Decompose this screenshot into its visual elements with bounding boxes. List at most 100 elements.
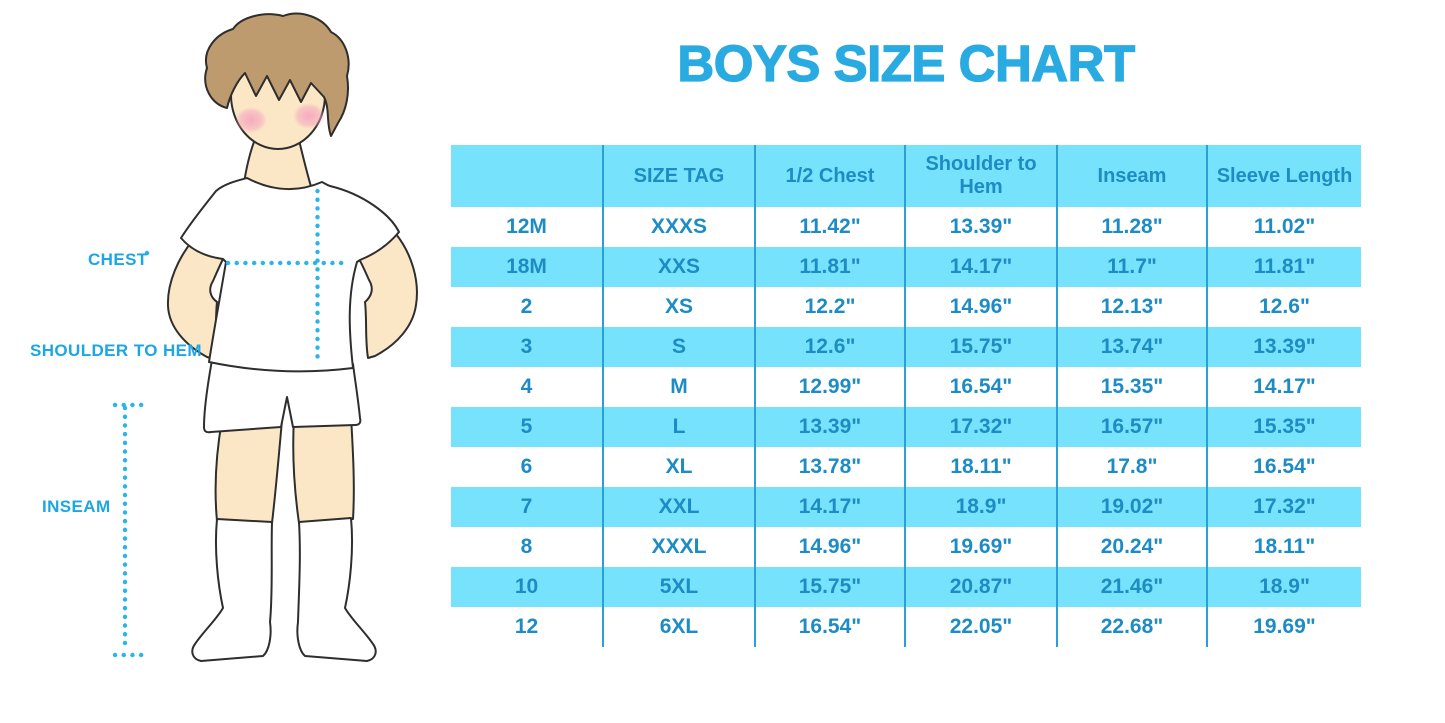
right-arm (358, 233, 418, 359)
size-table-header-row: SIZE TAG 1/2 Chest Shoulder to Hem Inseam Sl… (451, 145, 1361, 207)
boy-body (166, 12, 418, 662)
shorts (203, 359, 362, 434)
table-row: 8 XXXL 14.96" 19.69" 20.24" 18.11" (451, 527, 1361, 567)
table-cell: 18.9" (1206, 567, 1361, 607)
table-cell: 14.17" (754, 487, 905, 527)
table-row: 7 XXL 14.17" 18.9" 19.02" 17.32" (451, 487, 1361, 527)
table-cell: 16.54" (904, 367, 1057, 407)
table-cell: 5 (520, 415, 533, 438)
column-header: Inseam (1056, 145, 1207, 207)
table-cell: 6 (520, 455, 533, 478)
table-cell: 18M (506, 255, 547, 278)
shoulder-to-hem-label: SHOULDER TO HEM (30, 341, 202, 360)
table-row: 10 5XL 15.75" 20.87" 21.46" 18.9" (451, 567, 1361, 607)
table-cell: XXXS (602, 207, 755, 247)
table-cell: 2 (520, 295, 533, 318)
page-title: BOYS SIZE CHART (677, 34, 1136, 92)
table-cell: 13.39" (1206, 327, 1361, 367)
table-cell: 16.54" (1206, 447, 1361, 487)
table-cell: 11.81" (754, 247, 905, 287)
table-cell: 13.74" (1056, 327, 1207, 367)
table-cell: 17.32" (904, 407, 1057, 447)
table-cell: 12 (514, 615, 539, 638)
table-cell: 10 (514, 575, 539, 598)
blush-cheeks (235, 103, 325, 133)
table-cell: M (602, 367, 755, 407)
table-cell: 14.96" (904, 287, 1057, 327)
table-cell: 11.7" (1056, 247, 1207, 287)
table-cell: 17.8" (1056, 447, 1207, 487)
table-cell: 15.75" (754, 567, 905, 607)
table-cell: XXS (602, 247, 755, 287)
table-cell: 6XL (602, 607, 755, 647)
table-cell: 20.24" (1056, 527, 1207, 567)
table-cell: XL (602, 447, 755, 487)
table-row: 5 L 13.39" 17.32" 16.57" 15.35" (451, 407, 1361, 447)
table-cell: 3 (520, 335, 533, 358)
table-cell: 11.28" (1056, 207, 1207, 247)
hair (204, 12, 350, 137)
column-header: SIZE TAG (602, 145, 755, 207)
size-table-body: 12M XXXS 11.42" 13.39" 11.28" 11.02" 18M XXS 11.… (451, 207, 1361, 647)
table-cell: 19.69" (904, 527, 1057, 567)
column-header: Sleeve Length (1206, 145, 1361, 207)
table-cell: XXL (602, 487, 755, 527)
table-row: 2 XS 12.2" 14.96" 12.13" 12.6" (451, 287, 1361, 327)
table-cell: 12.2" (754, 287, 905, 327)
table-cell: S (602, 327, 755, 367)
inseam-label: INSEAM (42, 497, 111, 516)
table-cell: 13.78" (754, 447, 905, 487)
column-header (451, 145, 603, 207)
table-cell: 5XL (602, 567, 755, 607)
table-cell: 7 (520, 495, 533, 518)
table-row: 6 XL 13.78" 18.11" 17.8" 16.54" (451, 447, 1361, 487)
table-cell: 12.6" (1206, 287, 1361, 327)
table-cell: 11.42" (754, 207, 905, 247)
table-cell: 15.35" (1206, 407, 1361, 447)
table-cell: 4 (520, 375, 533, 398)
table-cell: XS (602, 287, 755, 327)
right-leg (292, 415, 355, 524)
table-cell: 11.02" (1206, 207, 1361, 247)
column-header: Shoulder to Hem (904, 145, 1057, 207)
table-cell: 18.11" (1206, 527, 1361, 567)
t-shirt (180, 177, 400, 373)
table-cell: 15.35" (1056, 367, 1207, 407)
table-cell: 14.17" (904, 247, 1057, 287)
size-table-container: SIZE TAG 1/2 Chest Shoulder to Hem Inseam Sl… (451, 145, 1361, 647)
table-cell: 15.75" (904, 327, 1057, 367)
left-leg (214, 419, 283, 524)
measurement-guides (112, 188, 351, 658)
table-row: 12M XXXS 11.42" 13.39" 11.28" 11.02" (451, 207, 1361, 247)
table-cell: 16.54" (754, 607, 905, 647)
left-sock (191, 518, 273, 662)
table-cell: L (602, 407, 755, 447)
table-cell: 22.68" (1056, 607, 1207, 647)
table-cell: 19.69" (1206, 607, 1361, 647)
chest-label: CHEST (88, 250, 148, 269)
boy-figure (112, 12, 418, 662)
size-table: SIZE TAG 1/2 Chest Shoulder to Hem Inseam Sl… (451, 145, 1361, 647)
table-cell: 18.11" (904, 447, 1057, 487)
table-cell: 20.87" (904, 567, 1057, 607)
table-cell: 12.13" (1056, 287, 1207, 327)
table-cell: 12M (506, 215, 547, 238)
table-row: 3 S 12.6" 15.75" 13.74" 13.39" (451, 327, 1361, 367)
table-cell: 16.57" (1056, 407, 1207, 447)
table-cell: 19.02" (1056, 487, 1207, 527)
column-header: 1/2 Chest (754, 145, 905, 207)
table-cell: 14.17" (1206, 367, 1361, 407)
table-row: 4 M 12.99" 16.54" 15.35" 14.17" (451, 367, 1361, 407)
table-cell: 22.05" (904, 607, 1057, 647)
table-cell: 12.99" (754, 367, 905, 407)
table-cell: 11.81" (1206, 247, 1361, 287)
table-cell: 13.39" (754, 407, 905, 447)
table-cell: 13.39" (904, 207, 1057, 247)
table-cell: 8 (520, 535, 533, 558)
table-cell: 21.46" (1056, 567, 1207, 607)
table-cell: 17.32" (1206, 487, 1361, 527)
table-cell: 18.9" (904, 487, 1057, 527)
table-row: 18M XXS 11.81" 14.17" 11.7" 11.81" (451, 247, 1361, 287)
right-sock (296, 517, 377, 662)
